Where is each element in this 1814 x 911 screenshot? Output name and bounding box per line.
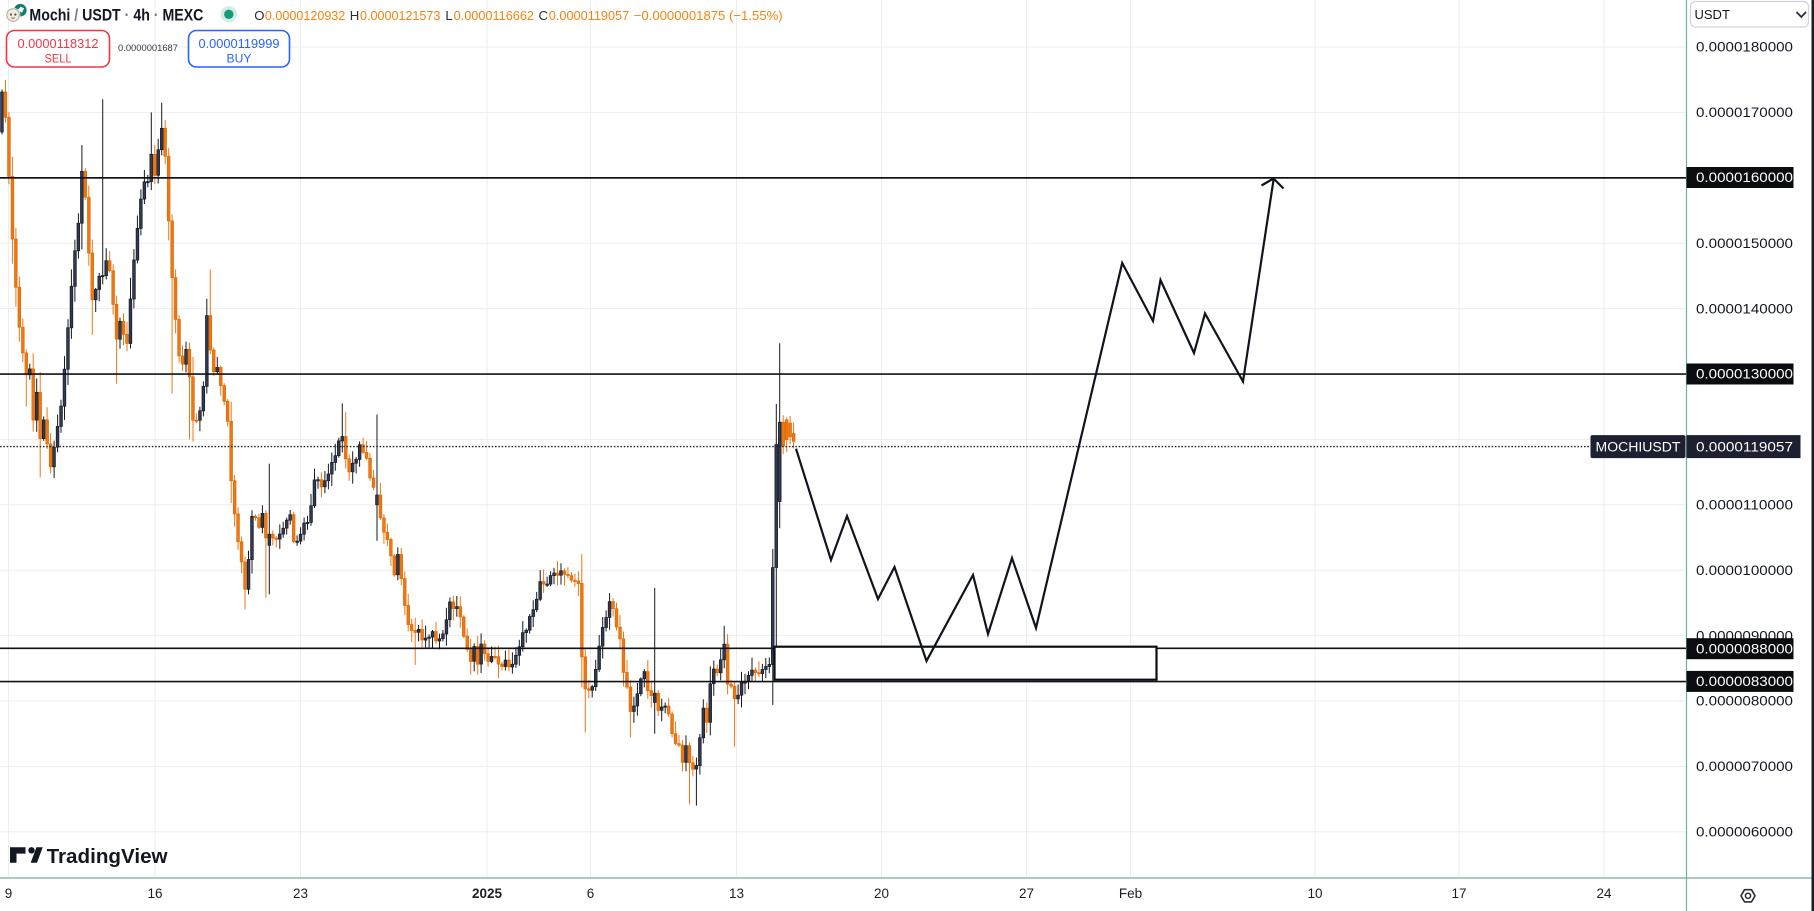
svg-text:0.0000180000: 0.0000180000 <box>1696 40 1793 55</box>
svg-text:23: 23 <box>293 886 308 901</box>
svg-text:0.0000119057: 0.0000119057 <box>1696 439 1793 454</box>
svg-text:0.0000083000: 0.0000083000 <box>1696 674 1793 689</box>
svg-text:16: 16 <box>147 886 162 901</box>
svg-text:0.0000150000: 0.0000150000 <box>1696 236 1793 251</box>
svg-text:0.0000120932: 0.0000120932 <box>265 8 345 23</box>
svg-text:9: 9 <box>5 886 13 901</box>
svg-text:10: 10 <box>1307 886 1322 901</box>
svg-text:0.0000088000: 0.0000088000 <box>1696 641 1793 656</box>
svg-text:0.0000140000: 0.0000140000 <box>1696 301 1793 316</box>
svg-text:0.0000080000: 0.0000080000 <box>1696 694 1793 709</box>
svg-text:24: 24 <box>1596 886 1612 901</box>
svg-text:USDT: USDT <box>1695 7 1730 22</box>
svg-text:MOCHIUSDT: MOCHIUSDT <box>1596 439 1681 454</box>
svg-text:13: 13 <box>729 886 744 901</box>
svg-text:0.0000001687: 0.0000001687 <box>118 43 178 54</box>
svg-text:C: C <box>539 8 549 23</box>
svg-text:0.0000119057: 0.0000119057 <box>549 8 629 23</box>
svg-text:H: H <box>350 8 360 23</box>
svg-text:20: 20 <box>874 886 889 901</box>
svg-text:0.0000100000: 0.0000100000 <box>1696 563 1793 578</box>
svg-text:0.0000170000: 0.0000170000 <box>1696 105 1793 120</box>
svg-text:0.0000116662: 0.0000116662 <box>454 8 534 23</box>
svg-text:O: O <box>254 8 264 23</box>
svg-text:0.0000119999: 0.0000119999 <box>199 36 280 51</box>
svg-text:17: 17 <box>1451 886 1466 901</box>
svg-text:0.0000130000: 0.0000130000 <box>1696 367 1793 382</box>
svg-text:L: L <box>445 8 452 23</box>
svg-text:0.0000110000: 0.0000110000 <box>1696 498 1793 513</box>
svg-text:0.0000121573: 0.0000121573 <box>360 8 440 23</box>
svg-text:27: 27 <box>1019 886 1034 901</box>
svg-text:Mochi / USDT · 4h · MEXC: Mochi / USDT · 4h · MEXC <box>29 7 203 25</box>
svg-text:2025: 2025 <box>472 886 503 901</box>
svg-text:0.0000070000: 0.0000070000 <box>1696 759 1793 774</box>
svg-text:0.0000060000: 0.0000060000 <box>1696 825 1793 840</box>
svg-text:BUY: BUY <box>227 54 252 66</box>
svg-text:SELL: SELL <box>45 54 73 66</box>
svg-text:Feb: Feb <box>1119 886 1142 901</box>
svg-text:TradingView: TradingView <box>47 846 168 868</box>
svg-text:0.0000118312: 0.0000118312 <box>18 36 99 51</box>
svg-text:6: 6 <box>587 886 595 901</box>
svg-text:0.0000160000: 0.0000160000 <box>1696 170 1793 185</box>
svg-text:−0.0000001875 (−1.55%): −0.0000001875 (−1.55%) <box>634 8 783 23</box>
